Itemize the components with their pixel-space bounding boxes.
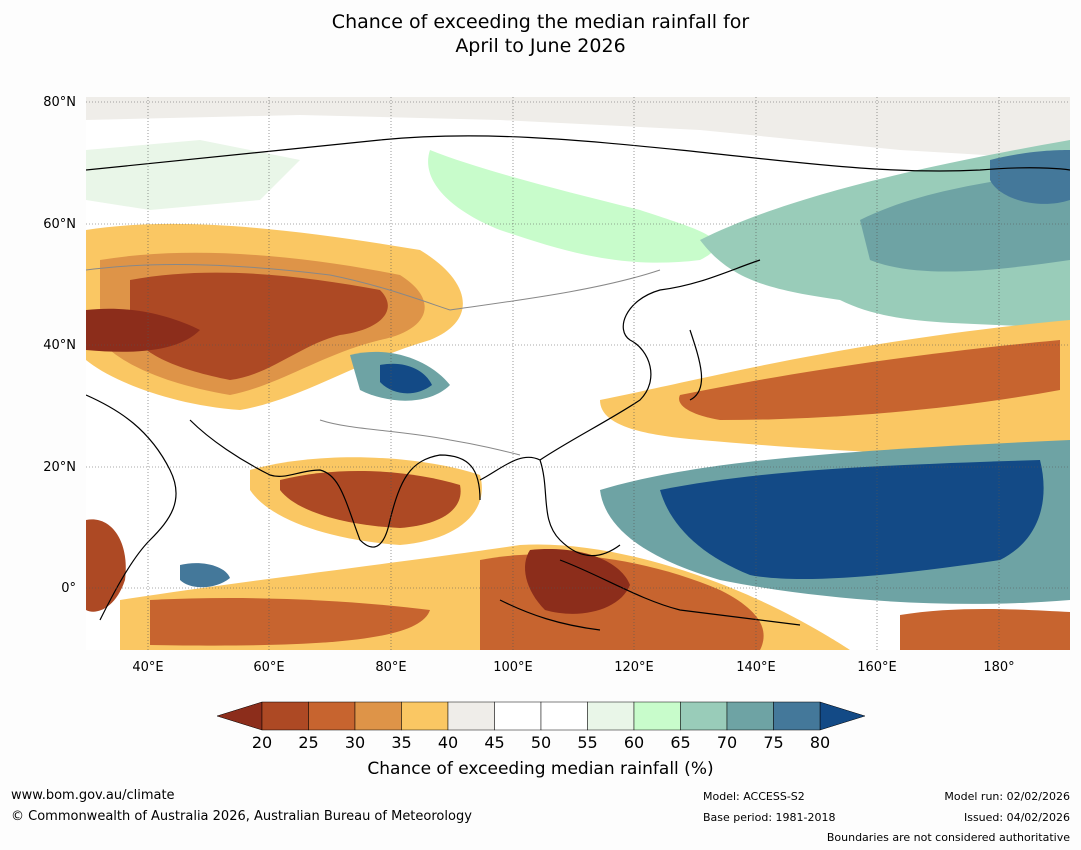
- colorbar-tick-label: 60: [623, 733, 645, 752]
- colorbar-segment: [633, 701, 681, 731]
- colorbar-tick-label: 50: [530, 733, 552, 752]
- lon-label: 60°E: [253, 660, 285, 675]
- lat-label: 0°: [61, 581, 76, 596]
- copyright-text: © Commonwealth of Australia 2026, Austra…: [11, 809, 472, 824]
- colorbar-segment: [354, 701, 402, 731]
- lat-label: 40°N: [43, 338, 76, 353]
- source-url: www.bom.gov.au/climate: [11, 788, 175, 803]
- region-siberia-light: [86, 97, 1070, 160]
- lon-label: 160°E: [857, 660, 897, 675]
- colorbar-tick-label: 65: [670, 733, 691, 752]
- colorbar-segment: [773, 701, 821, 731]
- region-pacific-dry-band-core: [679, 340, 1060, 420]
- colorbar-segment: [680, 701, 728, 731]
- region-far-east-blue: [990, 150, 1070, 204]
- boundaries-disclaimer: Boundaries are not considered authoritat…: [826, 831, 1070, 844]
- colorbar-tick-label: 45: [484, 733, 505, 752]
- lon-label: 180°: [983, 660, 1015, 675]
- lon-label: 140°E: [736, 660, 776, 675]
- lon-label: 100°E: [493, 660, 533, 675]
- region-tibet-wet-core: [380, 363, 432, 394]
- region-central-asia-dry-core: [130, 272, 388, 380]
- map-title-line-1: Chance of exceeding the median rainfall …: [331, 11, 750, 33]
- colorbar-label: Chance of exceeding median rainfall (%): [367, 759, 714, 779]
- lon-label: 40°E: [132, 660, 164, 675]
- colorbar-segment: [447, 701, 495, 731]
- model-run-date: Model run: 02/02/2026: [944, 790, 1070, 803]
- colorbar-segment: [401, 701, 449, 731]
- region-north-green: [428, 150, 717, 263]
- coastlines: [86, 135, 1070, 631]
- colorbar-extend-low: [216, 701, 263, 731]
- lat-label: 80°N: [43, 95, 76, 110]
- country-borders: [86, 264, 661, 456]
- colorbar-tick-label: 55: [577, 733, 598, 752]
- region-maritime-dry-core: [525, 549, 630, 614]
- lon-label: 80°E: [375, 660, 407, 675]
- rainfall-anomaly-field: [86, 97, 1070, 650]
- region-indian-ocean-wet: [180, 563, 230, 588]
- map-title-line-2: April to June 2026: [455, 35, 626, 57]
- colorbar-tick-label: 80: [809, 733, 831, 752]
- issued-date: Issued: 04/02/2026: [963, 811, 1070, 824]
- colorbar-segment: [726, 701, 774, 731]
- colorbar-segment: [261, 701, 309, 731]
- colorbar-tick-label: 75: [763, 733, 784, 752]
- colorbar-segment: [308, 701, 356, 731]
- base-period: Base period: 1981-2018: [703, 811, 836, 824]
- region-pacific-wet-core: [660, 460, 1044, 580]
- colorbar-tick-label: 30: [344, 733, 366, 752]
- colorbar-extend-high: [819, 701, 866, 731]
- colorbar: [216, 701, 866, 731]
- colorbar-segment: [494, 701, 542, 731]
- colorbar-tick-label: 20: [251, 733, 273, 752]
- graticule: [86, 97, 1070, 650]
- region-indian-ocean-south-dry: [150, 598, 430, 646]
- region-south-pacific-dry: [900, 608, 1070, 650]
- lat-label: 60°N: [43, 217, 76, 232]
- region-india-dry-core: [280, 470, 461, 528]
- colorbar-tick-label: 35: [391, 733, 412, 752]
- colorbar-segment: [540, 701, 588, 731]
- colorbar-tick-label: 70: [716, 733, 738, 752]
- region-east-africa-dry: [86, 519, 126, 612]
- lon-label: 120°E: [614, 660, 654, 675]
- region-central-asia-dry-deep: [86, 308, 200, 352]
- lat-label: 20°N: [43, 460, 76, 475]
- colorbar-segment: [587, 701, 635, 731]
- region-north-green-2: [86, 140, 300, 210]
- colorbar-tick-label: 25: [298, 733, 319, 752]
- colorbar-tick-label: 40: [437, 733, 459, 752]
- model-name: Model: ACCESS-S2: [703, 790, 805, 803]
